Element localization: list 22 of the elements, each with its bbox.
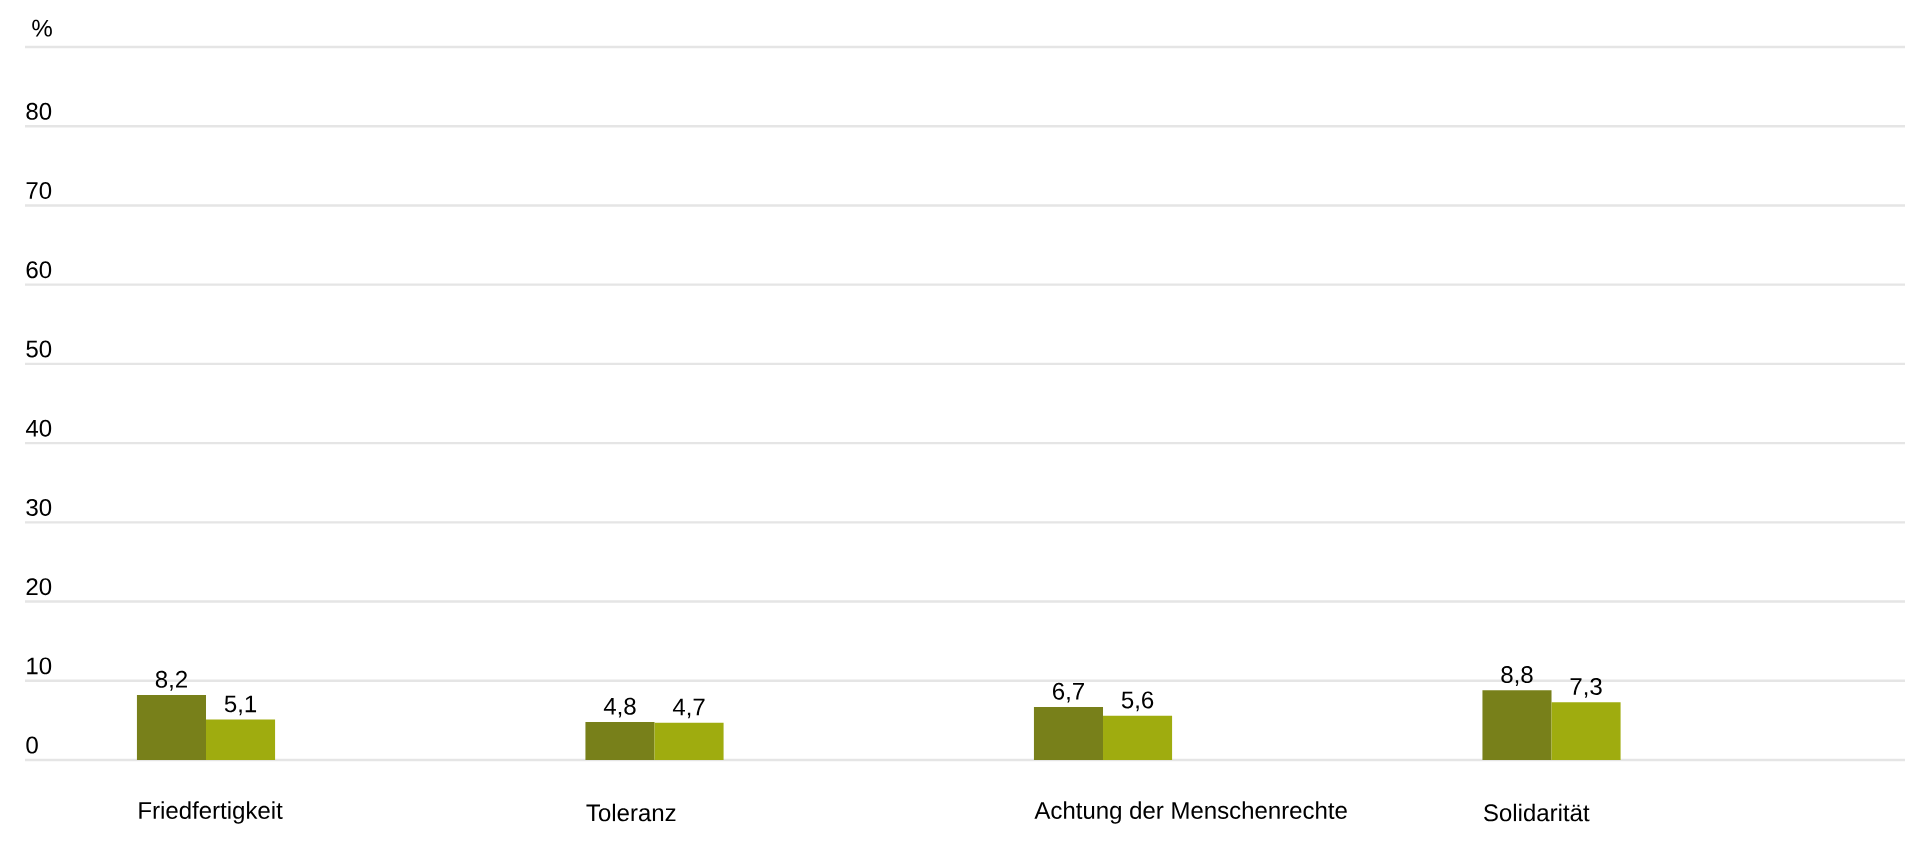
y-tick-label: 80 <box>26 102 52 120</box>
data-label: 4,8 <box>603 697 636 718</box>
x-tick-label: Achtung der Menschenrechte <box>1034 801 1347 824</box>
y-tick-label: 40 <box>25 419 52 437</box>
data-label: 5,6 <box>1121 691 1154 712</box>
data-label: 4,7 <box>672 698 705 719</box>
y-tick-label: 0 <box>26 736 38 754</box>
y-tick-label: 30 <box>26 498 52 516</box>
y-tick-label: 50 <box>26 340 52 358</box>
data-label: 7,3 <box>1570 677 1602 698</box>
y-axis-title: % <box>32 19 52 37</box>
y-tick-label: 10 <box>27 657 52 675</box>
data-label: 8,2 <box>155 670 187 691</box>
x-tick-label: Toleranz <box>586 803 676 822</box>
data-label: 5,1 <box>224 695 257 716</box>
y-tick-label: 60 <box>26 261 52 279</box>
y-tick-label: 20 <box>26 578 52 596</box>
data-label: 6,7 <box>1053 682 1084 703</box>
y-tick-label: 70 <box>26 182 52 200</box>
x-tick-label: Friedfertigkeit <box>139 801 283 824</box>
data-label: 8,8 <box>1501 666 1533 686</box>
x-tick-label: Solidarität <box>1484 803 1590 822</box>
